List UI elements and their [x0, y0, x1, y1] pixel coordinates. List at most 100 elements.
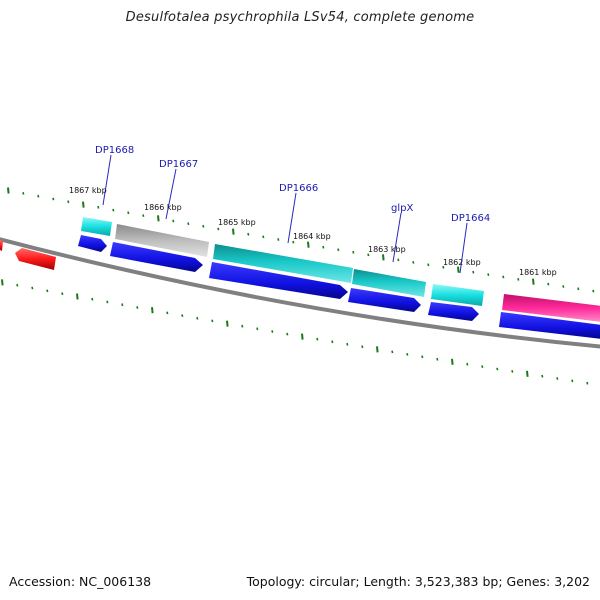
- major-tick: [82, 201, 85, 208]
- minor-tick: [397, 258, 400, 262]
- minor-tick: [391, 350, 394, 354]
- gene-pink[interactable]: [502, 294, 600, 322]
- minor-tick: [241, 324, 244, 328]
- minor-tick: [481, 365, 484, 368]
- minor-tick: [412, 261, 415, 264]
- major-tick: [301, 333, 304, 340]
- major-tick: [451, 358, 454, 365]
- gene-blue-1[interactable]: [78, 235, 107, 252]
- minor-tick: [196, 316, 199, 320]
- kbp-label-1865: 1865 kbp: [218, 218, 256, 227]
- minor-tick: [121, 303, 124, 307]
- minor-tick: [517, 278, 520, 281]
- minor-tick: [172, 219, 175, 223]
- gene-red-edge[interactable]: [0, 240, 3, 251]
- gene-label-dp1664: DP1664: [451, 213, 490, 224]
- minor-tick: [61, 292, 64, 296]
- gene-blue-6[interactable]: [499, 312, 600, 339]
- minor-tick: [571, 379, 574, 383]
- accession-label: Accession: NC_006138: [9, 574, 152, 589]
- major-tick: [7, 187, 10, 194]
- minor-tick: [202, 224, 205, 228]
- minor-tick: [577, 287, 580, 291]
- leader-dp1666: [287, 192, 297, 244]
- gene-dp1666-teal[interactable]: [213, 244, 353, 283]
- minor-tick: [352, 250, 355, 254]
- minor-tick: [421, 355, 424, 359]
- leader-dp1668: [102, 154, 112, 206]
- minor-tick: [502, 275, 505, 279]
- minor-tick: [136, 306, 139, 309]
- minor-tick: [406, 353, 409, 356]
- gene-blue-4[interactable]: [348, 288, 421, 312]
- minor-tick: [181, 314, 184, 317]
- minor-tick: [22, 192, 25, 195]
- minor-tick: [322, 245, 325, 249]
- major-tick: [526, 370, 529, 377]
- leader-dp1667: [165, 168, 177, 220]
- kbp-label-1867: 1867 kbp: [69, 186, 107, 195]
- minor-tick: [427, 263, 430, 267]
- gene-dp1668-cyan[interactable]: [81, 217, 112, 236]
- major-tick: [376, 346, 379, 353]
- gene-label-dp1668: DP1668: [95, 145, 134, 156]
- minor-tick: [67, 200, 70, 204]
- minor-tick: [16, 283, 19, 287]
- minor-tick: [586, 381, 589, 385]
- minor-tick: [37, 194, 40, 198]
- minor-tick: [286, 332, 289, 336]
- minor-tick: [511, 370, 514, 373]
- major-tick: [382, 254, 385, 261]
- major-tick: [76, 293, 79, 300]
- genome-backbone: [0, 237, 600, 349]
- minor-tick: [106, 300, 109, 304]
- kbp-label-1861: 1861 kbp: [519, 268, 557, 277]
- gene-blue-5[interactable]: [428, 302, 479, 321]
- major-tick: [457, 266, 460, 273]
- gene-label-dp1666: DP1666: [279, 183, 318, 194]
- gene-blue-2[interactable]: [110, 242, 203, 272]
- minor-tick: [367, 253, 370, 257]
- gene-blue-3[interactable]: [209, 262, 348, 299]
- gene-dp1667-gray[interactable]: [115, 224, 209, 257]
- leader-glpx: [392, 212, 402, 263]
- minor-tick: [52, 197, 55, 201]
- minor-tick: [187, 222, 190, 226]
- minor-tick: [217, 227, 220, 231]
- minor-tick: [112, 208, 115, 212]
- minor-tick: [592, 289, 595, 293]
- kbp-label-1866: 1866 kbp: [144, 203, 182, 212]
- gene-label-dp1667: DP1667: [159, 159, 198, 170]
- kbp-label-1862: 1862 kbp: [443, 258, 481, 267]
- gene-dp1664-cyan[interactable]: [431, 284, 484, 306]
- minor-tick: [562, 285, 565, 288]
- gene-red-left[interactable]: [15, 248, 56, 270]
- leader-dp1664: [459, 222, 468, 274]
- minor-tick: [472, 270, 475, 274]
- minor-tick: [361, 345, 364, 349]
- minor-tick: [166, 311, 169, 315]
- genome-summary: Topology: circular; Length: 3,523,383 bp…: [246, 574, 590, 589]
- minor-tick: [277, 238, 280, 241]
- gene-label-glpx: glpX: [391, 203, 413, 214]
- major-tick: [307, 241, 310, 248]
- minor-tick: [331, 340, 334, 344]
- outer-tick-ring: [7, 187, 595, 293]
- minor-tick: [496, 367, 499, 371]
- major-tick: [532, 278, 535, 285]
- major-tick: [1, 279, 4, 286]
- gene-glpx-teal[interactable]: [352, 269, 426, 297]
- minor-tick: [46, 289, 49, 293]
- minor-tick: [346, 342, 349, 346]
- major-tick: [226, 320, 229, 327]
- minor-tick: [271, 330, 274, 333]
- minor-tick: [256, 327, 259, 331]
- minor-tick: [337, 248, 340, 252]
- minor-tick: [127, 211, 130, 215]
- minor-tick: [211, 319, 214, 323]
- kbp-label-1863: 1863 kbp: [368, 245, 406, 254]
- major-tick: [157, 215, 160, 222]
- map-title: Desulfotalea psychrophila LSv54, complet…: [125, 10, 475, 25]
- minor-tick: [442, 265, 445, 269]
- inner-tick-ring: [1, 279, 589, 385]
